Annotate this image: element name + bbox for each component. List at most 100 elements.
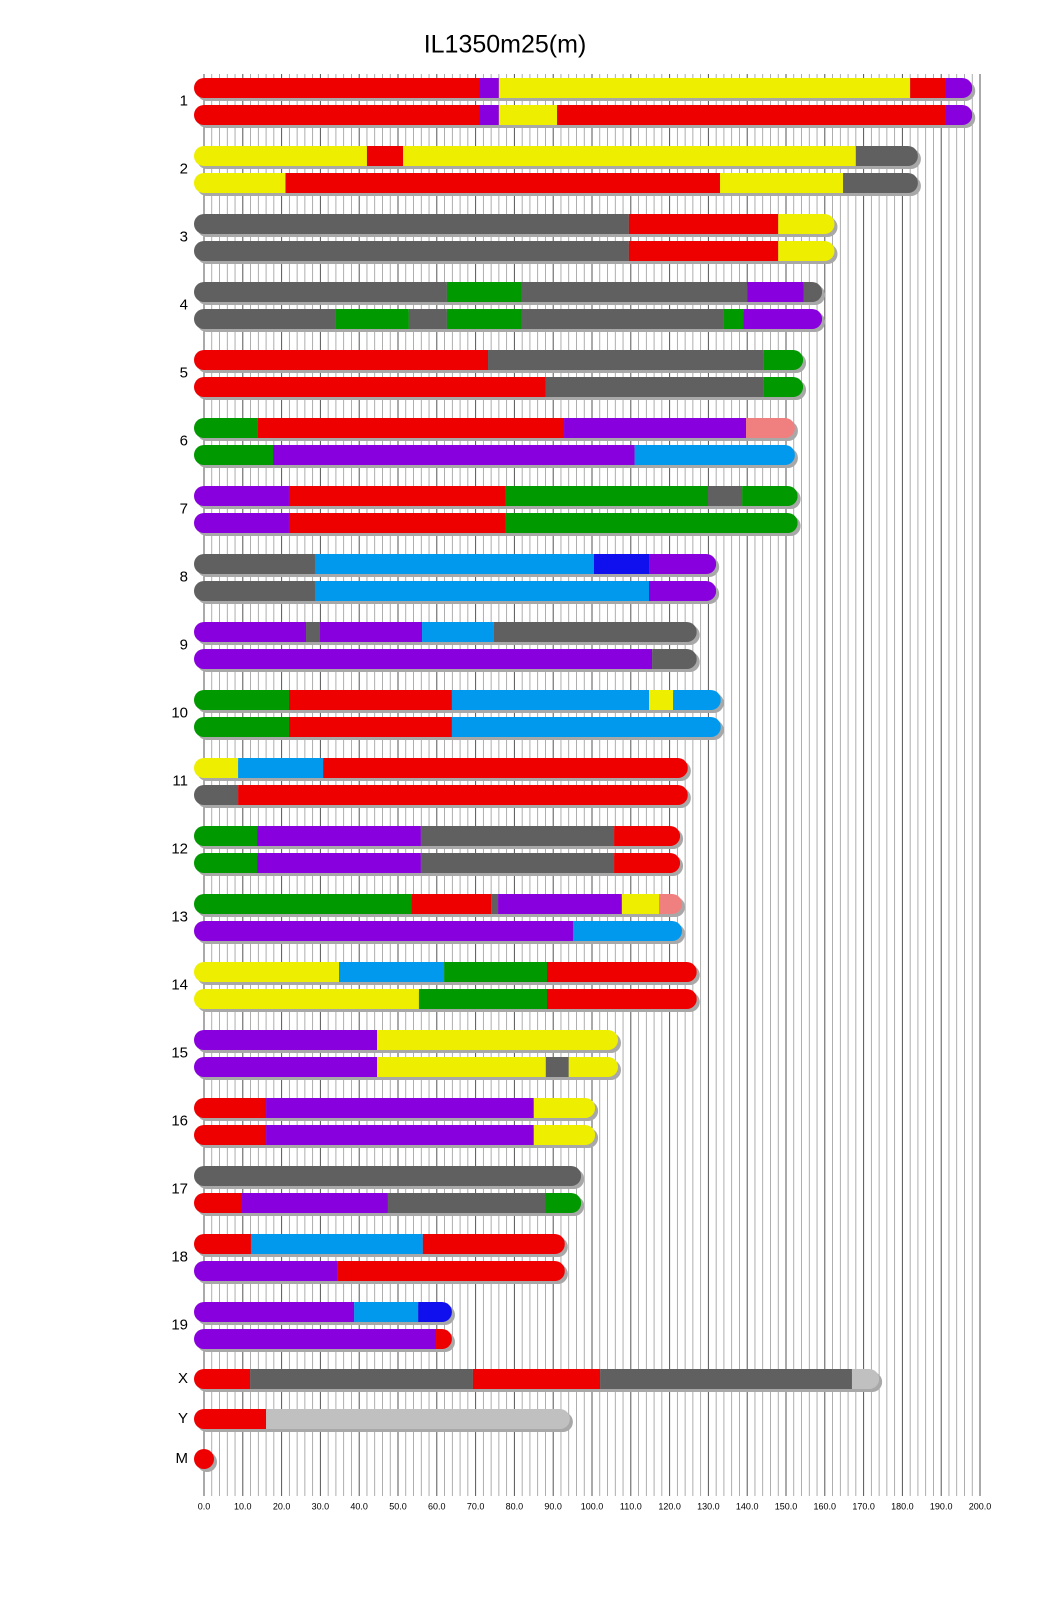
segment	[708, 486, 743, 506]
chromosome-label: 4	[180, 296, 188, 313]
chromosome-label: 5	[180, 364, 188, 381]
segment	[194, 853, 258, 873]
segment	[533, 1125, 596, 1145]
x-tick-label: 110.0	[620, 1501, 642, 1511]
segment	[377, 1057, 546, 1077]
segment	[288, 717, 452, 737]
segment	[194, 1449, 214, 1469]
segment	[323, 758, 688, 778]
chromosome-label: 6	[180, 432, 188, 449]
segment	[505, 513, 798, 533]
segment	[285, 173, 721, 193]
segment	[288, 486, 506, 506]
segment	[339, 962, 445, 982]
x-tick-label: 180.0	[891, 1501, 914, 1511]
chart-title: IL1350m25(m)	[424, 31, 587, 59]
x-tick-label: 10.0	[234, 1501, 252, 1511]
segment	[194, 554, 315, 574]
chromosome-label: 19	[171, 1316, 188, 1333]
segment	[194, 1329, 437, 1349]
segment	[945, 105, 973, 125]
segment	[498, 78, 911, 98]
segment	[194, 445, 274, 465]
segment	[436, 1329, 452, 1349]
x-tick-label: 40.0	[350, 1501, 368, 1511]
chromosome-label: 3	[180, 228, 188, 245]
segment	[194, 1166, 582, 1186]
segment	[194, 486, 289, 506]
segment	[194, 377, 546, 397]
segment	[403, 146, 856, 166]
x-tick-label: 80.0	[506, 1501, 524, 1511]
chromosome-label: 16	[171, 1112, 188, 1129]
segment	[446, 282, 521, 302]
segment	[488, 350, 764, 370]
x-tick-label: 70.0	[467, 1501, 485, 1511]
segment	[257, 853, 421, 873]
chromosome-label: 11	[172, 772, 188, 789]
x-tick-label: 200.0	[969, 1501, 992, 1511]
segment	[194, 418, 258, 438]
segment	[803, 282, 823, 302]
segment	[306, 622, 321, 642]
chromosome-label: 2	[180, 160, 188, 177]
segment	[194, 282, 447, 302]
x-tick-label: 150.0	[775, 1501, 798, 1511]
chromosome-label: X	[178, 1370, 188, 1387]
segment	[411, 894, 492, 914]
segment	[505, 486, 709, 506]
segment	[194, 1234, 251, 1254]
segment	[614, 826, 681, 846]
x-tick-label: 30.0	[312, 1501, 330, 1511]
segment	[194, 826, 258, 846]
segment	[545, 377, 764, 397]
chromosome-label: Y	[178, 1410, 188, 1427]
segment	[238, 785, 688, 805]
x-tick-label: 160.0	[814, 1501, 837, 1511]
chromosome-label: 13	[171, 908, 188, 925]
segment	[545, 1057, 569, 1077]
segment	[493, 622, 697, 642]
segment	[743, 309, 823, 329]
segment	[851, 1369, 880, 1389]
segment	[238, 758, 324, 778]
segment	[628, 241, 779, 261]
x-tick-label: 50.0	[389, 1501, 407, 1511]
x-tick-label: 140.0	[736, 1501, 759, 1511]
segment	[572, 921, 683, 941]
segment	[545, 1193, 582, 1213]
segment	[649, 690, 674, 710]
segment	[194, 105, 480, 125]
segment	[634, 445, 795, 465]
segment	[408, 309, 447, 329]
segment	[194, 1369, 251, 1389]
segment	[288, 690, 452, 710]
segment	[194, 921, 573, 941]
x-tick-label: 60.0	[428, 1501, 446, 1511]
chromosome-label: 7	[180, 500, 188, 517]
segment	[420, 853, 615, 873]
segment	[451, 690, 650, 710]
segment	[194, 309, 336, 329]
segment	[194, 1193, 243, 1213]
segment	[314, 581, 650, 601]
segment	[855, 146, 918, 166]
segment	[354, 1302, 419, 1322]
x-tick-label: 100.0	[581, 1501, 604, 1511]
segment	[422, 1234, 565, 1254]
segment	[652, 649, 697, 669]
segment	[472, 1369, 601, 1389]
segment	[194, 1302, 355, 1322]
segment	[250, 1234, 423, 1254]
segment	[273, 445, 635, 465]
segment	[628, 214, 779, 234]
segment	[194, 146, 367, 166]
segment	[479, 78, 499, 98]
chromosome-label: 18	[171, 1248, 188, 1265]
segment	[747, 282, 804, 302]
segment	[288, 513, 506, 533]
segment	[194, 962, 340, 982]
segment	[910, 78, 946, 98]
segment	[420, 826, 615, 846]
